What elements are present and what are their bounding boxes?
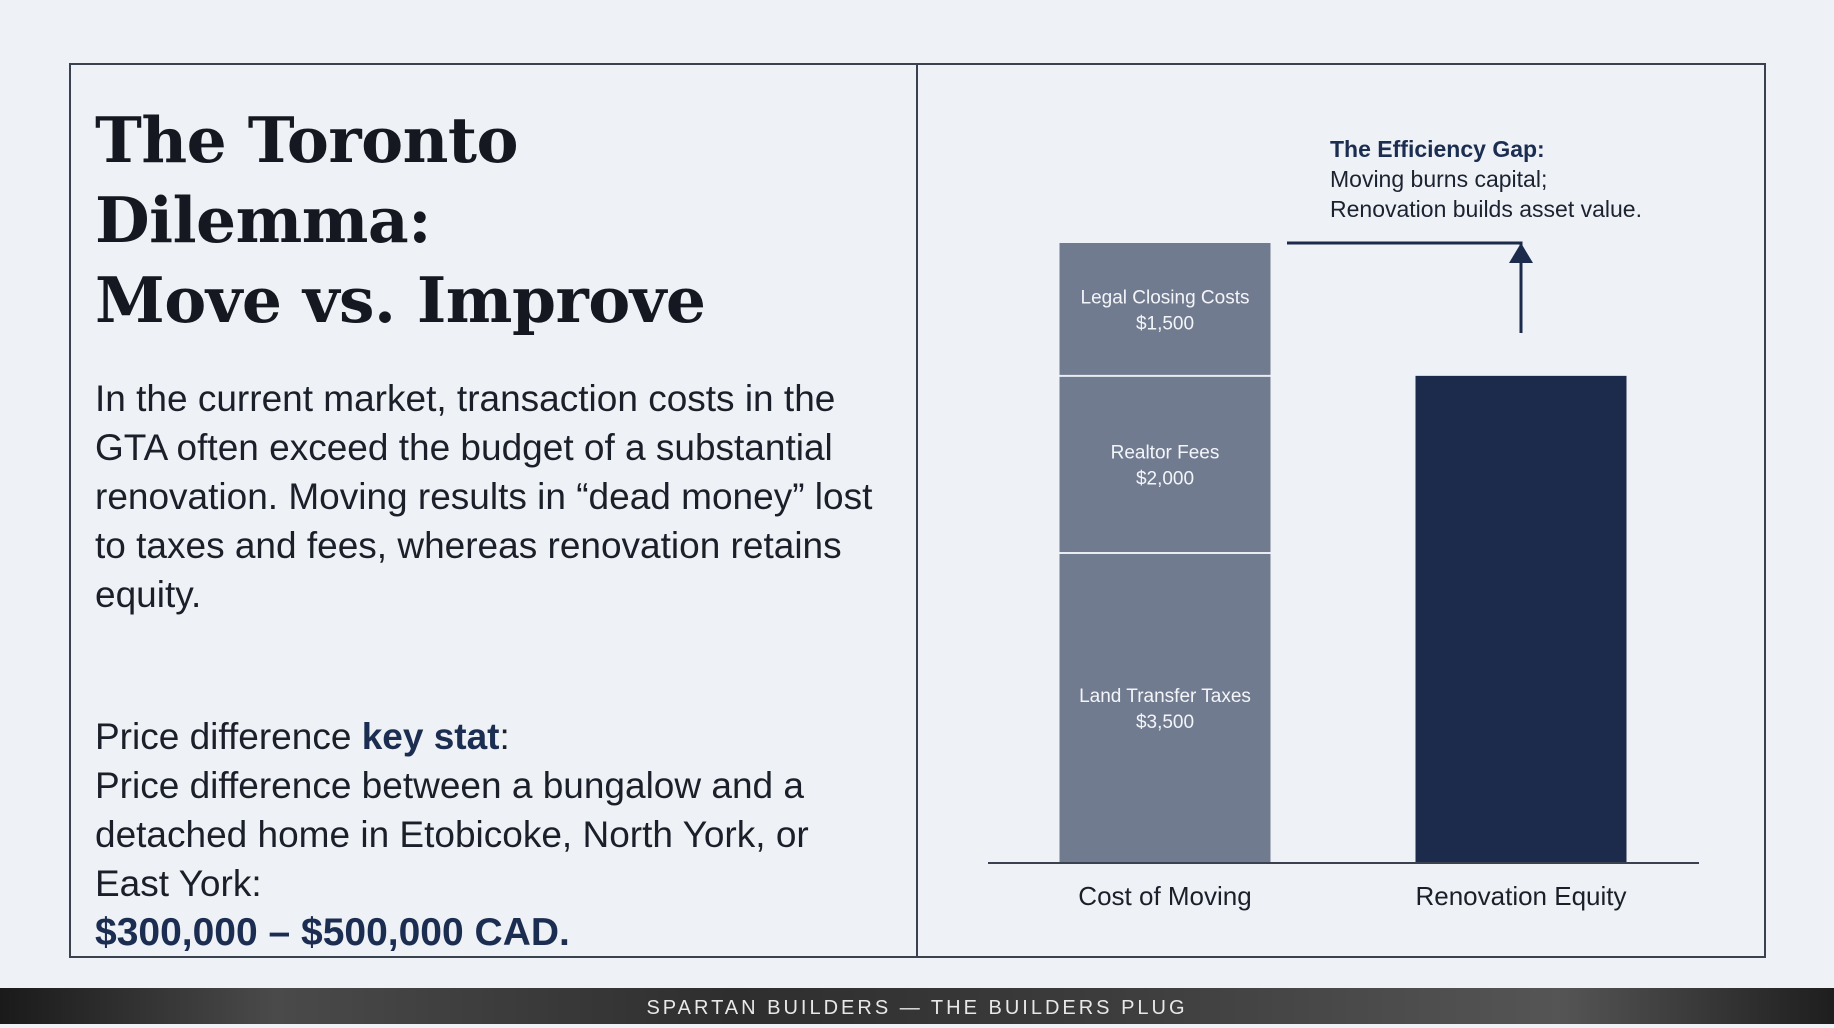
bar-segment-land-transfer-taxes xyxy=(1060,553,1271,863)
key-stat-block: Price difference key stat: Price differe… xyxy=(95,712,875,957)
annotation-title: The Efficiency Gap: xyxy=(1330,134,1642,164)
key-stat-prefix: Price difference xyxy=(95,716,362,757)
footer-bar: SPARTAN BUILDERS — THE BUILDERS PLUG xyxy=(0,988,1834,1024)
bar-segment-legal-closing-costs xyxy=(1060,243,1271,376)
x-label-moving: Cost of Moving xyxy=(1078,881,1251,911)
key-stat-range: $300,000 – $500,000 CAD. xyxy=(95,908,875,957)
bar-segment-renovation-equity xyxy=(1416,376,1627,863)
intro-paragraph: In the current market, transaction costs… xyxy=(95,374,875,619)
key-stat-body: Price difference between a bungalow and … xyxy=(95,761,875,908)
footer-text: SPARTAN BUILDERS — THE BUILDERS PLUG xyxy=(0,988,1834,1024)
segment-value-label: $1,500 xyxy=(1136,313,1194,334)
efficiency-gap-arrow xyxy=(1287,243,1521,333)
bar-segment-realtor-fees xyxy=(1060,376,1271,553)
annotation-line-1: Moving burns capital; xyxy=(1330,164,1642,194)
title-line-2: Move vs. Improve xyxy=(95,263,705,337)
efficiency-gap-annotation: The Efficiency Gap: Moving burns capital… xyxy=(1330,134,1642,224)
left-panel: The Toronto Dilemma: Move vs. Improve In… xyxy=(95,100,875,957)
segment-name-label: Realtor Fees xyxy=(1111,442,1220,463)
key-stat-heading: Price difference key stat: xyxy=(95,712,875,761)
title-line-1: The Toronto Dilemma: xyxy=(95,103,518,257)
x-label-renovation: Renovation Equity xyxy=(1415,881,1626,911)
key-stat-colon: : xyxy=(500,716,510,757)
slide-title: The Toronto Dilemma: Move vs. Improve xyxy=(95,100,875,340)
annotation-line-2: Renovation builds asset value. xyxy=(1330,194,1642,224)
segment-value-label: $3,500 xyxy=(1136,712,1194,733)
segment-name-label: Land Transfer Taxes xyxy=(1079,686,1251,707)
key-stat-highlight: key stat xyxy=(362,716,500,757)
segment-value-label: $2,000 xyxy=(1136,468,1194,489)
efficiency-gap-arrowhead xyxy=(1509,243,1533,263)
segment-name-label: Legal Closing Costs xyxy=(1081,287,1250,308)
